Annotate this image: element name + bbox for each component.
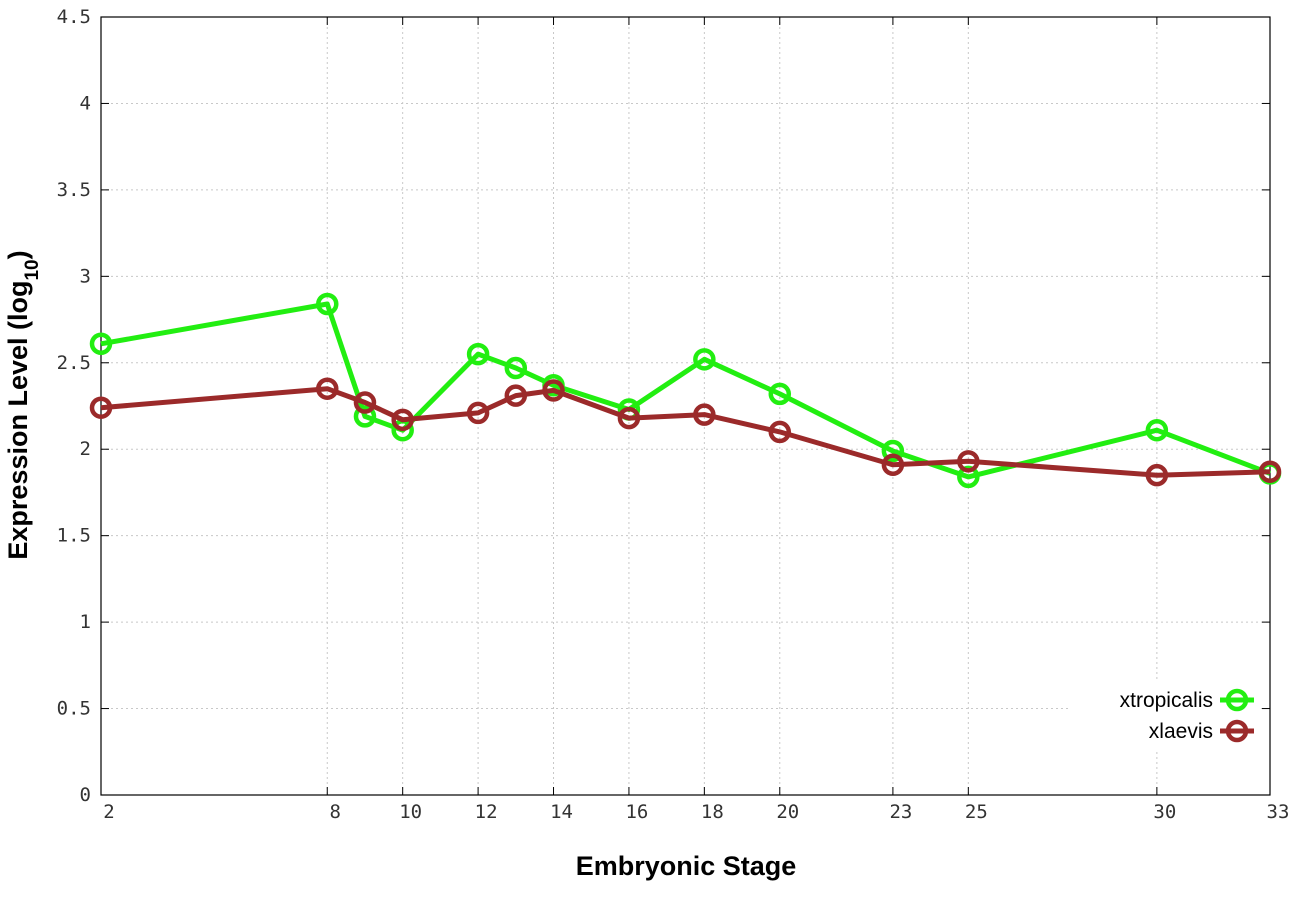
x-tick-label: 16 [625,801,648,823]
data-point-xlaevis [957,450,980,473]
data-point-xlaevis [768,420,792,444]
y-tick-label: 4 [80,92,91,114]
x-tick-label: 18 [701,801,724,823]
data-point-xlaevis [89,396,113,419]
series-line-xlaevis [100,386,1271,478]
legend-label-xlaevis: xlaevis [1149,720,1213,743]
data-point-xtropicalis [693,348,716,371]
series-line-xtropicalis [100,301,1271,480]
data-point-xtropicalis [881,439,905,463]
data-point-xtropicalis [316,292,339,316]
x-tick-label: 10 [399,801,422,823]
y-tick-label: 4.5 [57,6,91,28]
x-tick-label: 30 [1153,801,1176,823]
x-tick-label: 2 [103,801,114,823]
data-point-xtropicalis [1145,418,1169,442]
data-point-xlaevis [881,453,905,477]
y-tick-label: 2 [80,438,91,460]
x-tick-label: 33 [1267,801,1290,823]
data-point-xlaevis [1145,463,1169,487]
y-tick-label: 3 [80,265,91,287]
data-point-xlaevis [1258,460,1282,483]
x-tick-label: 25 [965,801,988,823]
data-point-xtropicalis [768,382,792,406]
data-point-xtropicalis [957,465,980,489]
legend-label-xtropicalis: xtropicalis [1120,689,1213,712]
series-lines [89,292,1282,489]
y-tick-label: 0.5 [57,698,91,720]
y-tick-label: 3.5 [57,179,91,201]
x-axis-title: Embryonic Stage [576,851,797,881]
legend: xtropicalis xlaevis [1070,679,1260,749]
x-tick-label: 23 [889,801,912,823]
y-axis-title: Expression Level (log10) [3,250,43,559]
data-point-xtropicalis [504,356,528,380]
series-xtropicalis [89,292,1282,489]
data-point-xtropicalis [466,342,490,366]
y-axis-title-main: Expression Level (log [3,281,33,560]
data-point-xlaevis [542,379,565,402]
y-tick-label: 2.5 [57,352,91,374]
y-tick-label: 0 [80,784,91,806]
x-tick-label: 14 [550,801,573,823]
data-point-xtropicalis [89,332,113,356]
data-point-xlaevis [504,384,528,407]
data-point-xlaevis [466,401,490,425]
y-tick-label: 1.5 [57,525,91,547]
plot-frame [100,16,1271,796]
y-axis-title-subscript: 10 [22,259,43,280]
legend-swatch-marker-xtropicalis [1225,688,1249,712]
y-tick-label: 1 [80,611,91,633]
data-point-xlaevis [316,377,339,400]
x-tick-label: 12 [475,801,498,823]
x-tick-label: 8 [330,801,341,823]
data-point-xtropicalis [353,405,377,428]
data-point-xlaevis [391,408,414,432]
series-xlaevis [89,377,1282,487]
data-point-xlaevis [353,391,377,414]
data-point-xlaevis [693,403,716,426]
legend-swatch-marker-xlaevis [1225,719,1249,743]
x-tick-label: 20 [776,801,799,823]
y-axis-title-close: ) [3,250,33,259]
data-point-xlaevis [617,406,641,430]
axis-ticks: 0 0.5 1 1.5 2 2.5 3 3.5 4 4.5 2 8 10 12 14 16 18 20 23 25 30… [57,6,1290,823]
grid-lines [101,17,1270,795]
